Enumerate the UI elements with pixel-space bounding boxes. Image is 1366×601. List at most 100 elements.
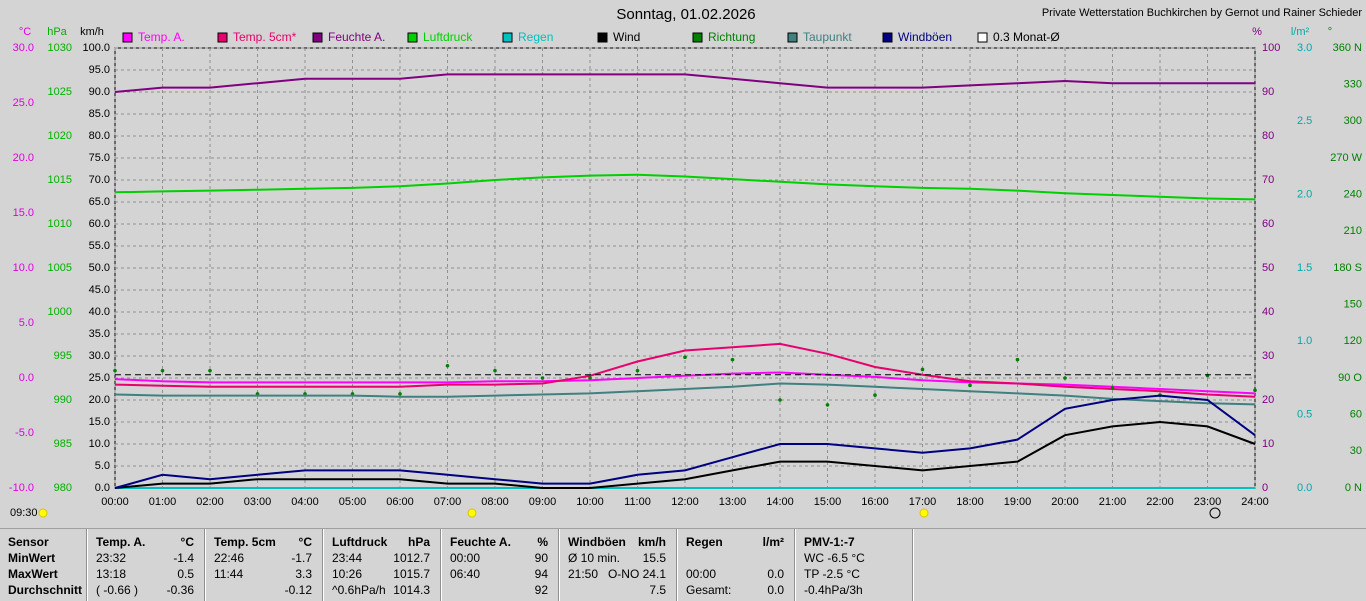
direction-dot	[1110, 385, 1115, 390]
x-tick-label: 23:00	[1194, 496, 1222, 508]
series-line	[114, 173, 1256, 201]
y-tick-label: 40	[1262, 306, 1274, 318]
y-tick-label: 90.0	[89, 86, 110, 98]
x-tick-label: 05:00	[339, 496, 367, 508]
x-tick-label: 24:00	[1241, 496, 1269, 508]
table-cell: 22:46	[214, 551, 245, 565]
y-tick-label: 990	[54, 394, 72, 406]
table-cell: PMV-1:-7	[804, 535, 855, 549]
series-line	[114, 73, 1255, 93]
station-name: Private Wetterstation Buchkirchen by Ger…	[1042, 7, 1363, 19]
axis-unit: °C	[19, 26, 31, 38]
x-tick-label: 21:00	[1099, 496, 1127, 508]
y-tick-label: 5.0	[95, 460, 110, 472]
sun-icon	[38, 508, 48, 518]
column-separator	[86, 529, 88, 601]
table-cell: Luftdruck	[332, 535, 388, 549]
legend-label: Temp. A.	[138, 30, 185, 44]
y-tick-label: 80	[1262, 130, 1274, 142]
y-tick-label: 10.0	[89, 438, 110, 450]
moon-icon	[1209, 507, 1221, 519]
table-cell: TP -2.5 °C	[804, 567, 860, 581]
y-tick-label: 60	[1350, 409, 1362, 421]
y-tick-label: 30.0	[13, 42, 34, 54]
table-cell: Gesamt:	[686, 583, 732, 597]
y-tick-label: 0.0	[1297, 482, 1312, 494]
direction-dot	[968, 383, 972, 388]
table-cell: -0.12	[284, 583, 312, 597]
x-tick-label: 10:00	[576, 496, 604, 508]
column-separator	[322, 529, 324, 601]
y-tick-label: 1.5	[1297, 262, 1312, 274]
y-tick-label: 50.0	[89, 262, 110, 274]
table-cell: Ø 10 min.	[568, 551, 621, 565]
y-tick-label: 50	[1262, 262, 1274, 274]
table-cell: Windböen	[568, 535, 626, 549]
direction-dot	[825, 403, 830, 407]
x-tick-label: 12:00	[671, 496, 699, 508]
y-tick-label: 20.0	[89, 394, 110, 406]
y-tick-label: 20	[1262, 394, 1274, 406]
legend-swatch	[502, 32, 513, 43]
y-tick-label: 1015	[48, 174, 72, 186]
column-separator	[440, 529, 442, 601]
y-tick-label: 15.0	[13, 207, 34, 219]
y-tick-label: -10.0	[9, 482, 34, 494]
direction-dot	[683, 355, 687, 360]
axis-unit: hPa	[47, 26, 67, 38]
y-tick-label: 2.0	[1297, 189, 1312, 201]
table-cell: ^0.6hPa/h	[332, 583, 386, 597]
x-tick-label: 17:00	[909, 496, 937, 508]
direction-dot	[160, 368, 165, 373]
table-cell: 0.0	[767, 583, 784, 597]
table-cell: Durchschnitt	[8, 583, 83, 597]
x-tick-label: 08:00	[481, 496, 509, 508]
y-tick-label: 20.0	[13, 152, 34, 164]
legend-label: Regen	[518, 30, 553, 44]
legend-swatch	[312, 32, 323, 43]
y-tick-label: 985	[54, 438, 72, 450]
y-tick-label: 300	[1344, 115, 1362, 127]
table-cell: Feuchte A.	[450, 535, 511, 549]
table-cell: 11:44	[214, 567, 244, 581]
y-tick-label: 240	[1344, 189, 1362, 201]
table-cell: -1.7	[291, 551, 312, 565]
legend-label: Luftdruck	[423, 30, 473, 44]
y-tick-label: 995	[54, 350, 72, 362]
sunset-icon	[919, 508, 929, 518]
table-cell: Temp. 5cm	[214, 535, 276, 549]
table-cell: Sensor	[8, 535, 49, 549]
direction-dot	[873, 393, 877, 397]
chart: Sonntag, 01.02.2026 Private Wetterstatio…	[9, 6, 1363, 519]
table-cell: 00:00	[686, 567, 717, 581]
y-tick-label: 3.0	[1297, 42, 1312, 54]
series-line	[114, 394, 1256, 489]
y-tick-label: 25.0	[13, 97, 34, 109]
table-cell: WC -6.5 °C	[804, 551, 865, 565]
y-tick-label: 30	[1262, 350, 1274, 362]
y-tick-label: 100.0	[82, 42, 110, 54]
x-tick-label: 04:00	[291, 496, 319, 508]
y-tick-label: 40.0	[89, 306, 110, 318]
y-tick-label: 90	[1262, 86, 1274, 98]
x-tick-label: 00:00	[101, 496, 129, 508]
direction-dot	[1063, 376, 1067, 380]
y-tick-label: 1025	[48, 86, 72, 98]
y-tick-label: 2.5	[1297, 115, 1312, 127]
x-tick-label: 15:00	[814, 496, 842, 508]
y-tick-label: 15.0	[89, 416, 110, 428]
y-tick-label: 70	[1262, 174, 1274, 186]
y-tick-label: -5.0	[15, 427, 34, 439]
direction-dot	[1253, 388, 1257, 393]
direction-dot	[1015, 357, 1020, 362]
axis-unit: l/m²	[1291, 26, 1310, 38]
series-line	[114, 342, 1256, 398]
y-tick-label: 270 W	[1330, 152, 1362, 164]
y-tick-label: 1020	[48, 130, 72, 142]
table-cell: 21:50	[568, 567, 599, 581]
direction-dot	[540, 376, 545, 380]
x-tick-label: 09:00	[529, 496, 557, 508]
direction-dot	[113, 368, 117, 373]
direction-dot	[398, 392, 402, 396]
y-tick-label: 90 O	[1338, 372, 1362, 384]
